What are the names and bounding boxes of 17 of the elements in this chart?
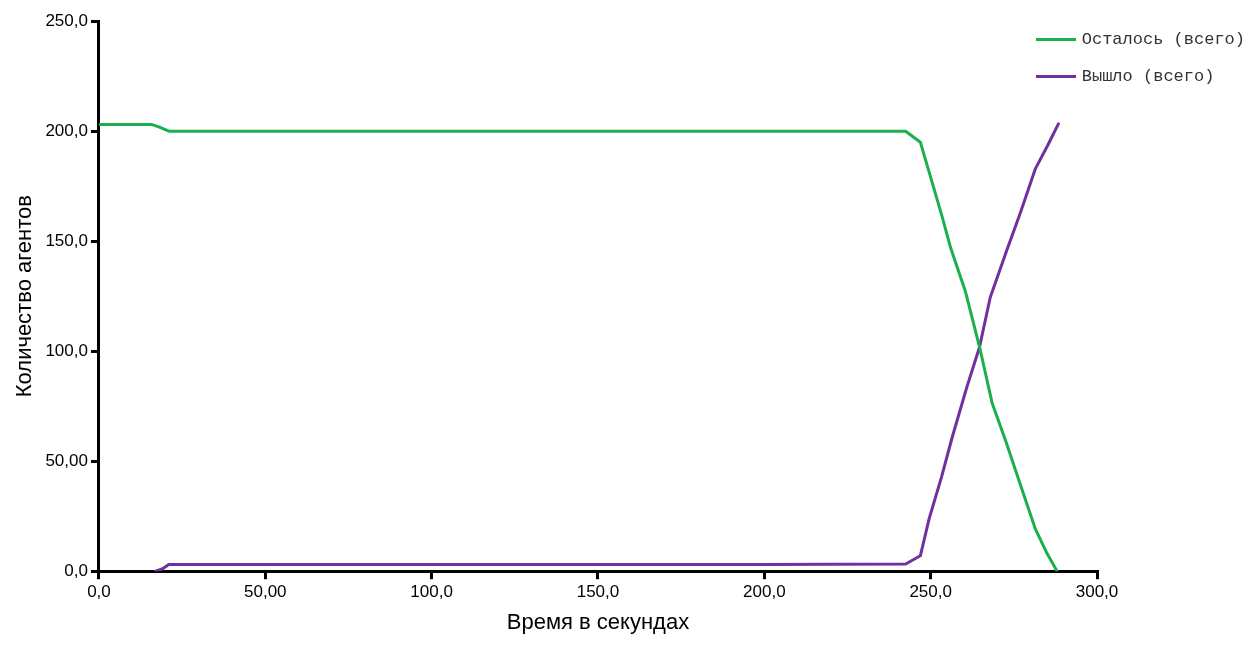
y-axis-title: Количество агентов bbox=[11, 195, 37, 398]
x-tick-label: 50,00 bbox=[244, 582, 287, 602]
y-tick-label: 50,00 bbox=[45, 450, 88, 470]
y-tick-label: 0,0 bbox=[64, 560, 88, 580]
legend-label: Вышло (всего) bbox=[1081, 67, 1215, 86]
x-tick-label: 200,0 bbox=[743, 582, 786, 602]
x-tick-label: 100,0 bbox=[410, 582, 453, 602]
x-axis-title: Время в секундах bbox=[506, 608, 690, 634]
x-tick-label: 0,0 bbox=[87, 582, 111, 602]
y-tick-label: 200,0 bbox=[45, 120, 88, 140]
x-tick-label: 250,0 bbox=[909, 582, 952, 602]
x-tick-label: 150,0 bbox=[576, 582, 620, 602]
y-tick-label: 100,0 bbox=[45, 340, 88, 360]
y-tick-label: 250,0 bbox=[45, 10, 88, 30]
legend-label: Осталось (всего) bbox=[1081, 30, 1245, 49]
x-tick-label: 300,0 bbox=[1075, 582, 1119, 602]
y-tick-label: 150,0 bbox=[45, 230, 88, 250]
